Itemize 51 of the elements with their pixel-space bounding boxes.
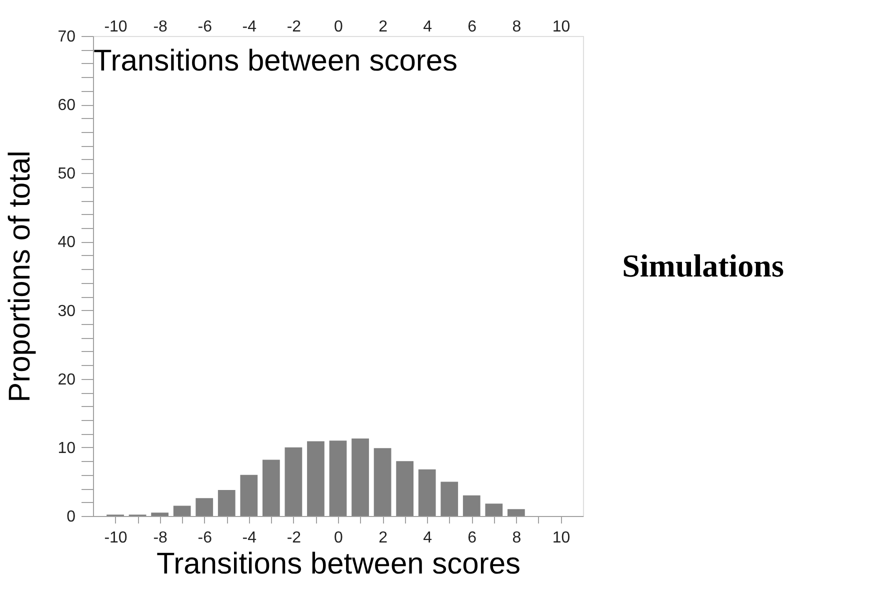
bar (462, 495, 480, 516)
bar (396, 461, 414, 516)
x2-tick-label: -6 (198, 18, 212, 36)
y-tick-label: 70 (58, 28, 76, 46)
x2-tick-label: 6 (468, 18, 477, 36)
bar (485, 504, 503, 516)
x2-tick-label: 0 (334, 18, 344, 36)
x-axis-title: Transitions between scores (156, 548, 521, 580)
x-tick-label: 8 (512, 530, 522, 546)
bar (173, 506, 191, 516)
x-tick-label: 2 (378, 530, 388, 546)
text: Simulations (622, 247, 784, 284)
bar (418, 469, 436, 516)
x-tick-label: 6 (468, 530, 477, 546)
bar (240, 474, 258, 516)
x2-tick-label: 8 (512, 18, 522, 36)
x-tick-label: -4 (242, 530, 257, 546)
bar (218, 490, 236, 516)
bar (151, 512, 169, 516)
bar (507, 509, 525, 516)
x-tick-label: -2 (286, 530, 302, 546)
x-tick-label: 0 (334, 530, 344, 546)
x-tick-label: 10 (552, 530, 570, 546)
bar (307, 441, 324, 516)
x-tick-label: 4 (423, 530, 432, 546)
x2-axis-title: Transitions between scores (94, 44, 458, 78)
y-tick-label: 40 (58, 234, 76, 252)
x-tick-label: -8 (153, 530, 168, 546)
x-tick-label: -6 (198, 530, 212, 546)
y-tick-label: 20 (58, 371, 76, 388)
x2-tick-label: -10 (104, 18, 128, 36)
y-tick-label: 30 (58, 302, 76, 320)
y-tick-label: 60 (58, 97, 76, 114)
bar (329, 440, 347, 516)
bar (196, 498, 214, 516)
y-tick-label: 10 (58, 440, 76, 457)
bar (284, 447, 302, 516)
x2-tick-label: -4 (242, 18, 257, 36)
y-tick-label: 0 (66, 508, 76, 526)
bar (440, 482, 458, 516)
bar (352, 438, 369, 516)
x2-tick-label: 2 (378, 18, 388, 36)
x2-tick-label: 4 (423, 18, 432, 36)
x-tick-label: -10 (104, 530, 128, 546)
bar (374, 448, 392, 516)
bar (262, 460, 280, 516)
y-tick-label: 50 (58, 166, 76, 183)
y-axis-title: Proportions of total (4, 150, 37, 402)
x2-tick-label: 10 (552, 18, 570, 36)
x2-tick-label: -8 (153, 18, 168, 36)
x2-tick-label: -2 (286, 18, 302, 36)
